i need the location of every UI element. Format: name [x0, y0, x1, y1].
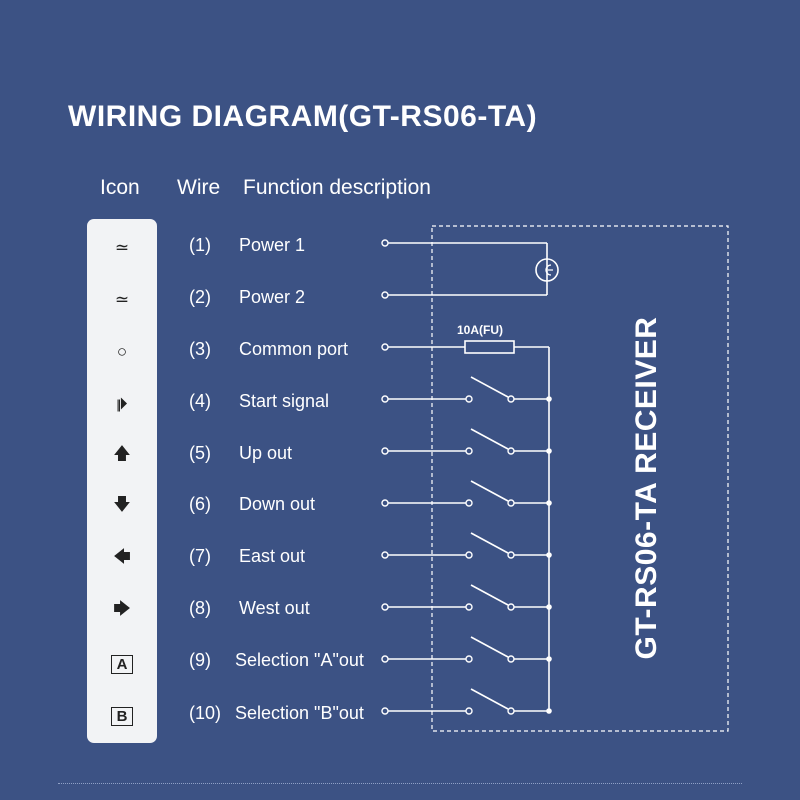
- page-title: WIRING DIAGRAM(GT-RS06-TA): [68, 100, 538, 133]
- right-arrow-icon: 🡆: [113, 598, 131, 618]
- circle-icon: ○: [116, 342, 128, 361]
- switch-contact: [465, 395, 473, 403]
- function-label: East out: [239, 546, 306, 566]
- function-label: Selection "B"out: [235, 703, 364, 723]
- switch-contact: [465, 499, 473, 507]
- power-source-symbol: [535, 258, 559, 282]
- receiver-label: GT-RS06-TA RECEIVER: [630, 316, 663, 660]
- switch-contact: [465, 603, 473, 611]
- down-arrow-icon: 🡇: [113, 494, 131, 514]
- function-label: Down out: [239, 494, 316, 514]
- switch-blade: [470, 376, 509, 398]
- wire-number: (1): [189, 235, 211, 255]
- input-terminal: [381, 603, 389, 611]
- input-terminal: [381, 551, 389, 559]
- power-source-glyph: [545, 264, 553, 276]
- wire-number: (9): [189, 650, 211, 670]
- up-arrow-icon: 🡅: [113, 443, 131, 463]
- switch-contact: [465, 655, 473, 663]
- switch-blade: [470, 480, 509, 502]
- switch-blade: [470, 532, 509, 554]
- start-icon: || ⏵: [116, 394, 128, 413]
- icon-panel: ≃ ≃ ○ || ⏵ 🡅 🡇 🡄 🡆 A B: [87, 219, 157, 743]
- bus-junction: [546, 396, 552, 402]
- column-header-function: Function description: [243, 176, 431, 199]
- switch-contact: [507, 551, 515, 559]
- wire-number: (10): [189, 703, 222, 723]
- switch-contact: [507, 499, 515, 507]
- input-terminal: [381, 499, 389, 507]
- switch-contact: [507, 395, 515, 403]
- input-terminal: [381, 655, 389, 663]
- input-terminal: [381, 343, 389, 351]
- function-label: Start signal: [239, 391, 330, 411]
- switch-blade: [470, 688, 509, 710]
- switch-contact: [465, 447, 473, 455]
- input-terminal: [381, 291, 389, 299]
- wire-number: (6): [189, 494, 211, 514]
- function-label: Common port: [239, 339, 349, 359]
- wire-number: (4): [189, 391, 211, 411]
- wire-number: (5): [189, 443, 211, 463]
- switch-contact: [465, 551, 473, 559]
- function-label: Power 2: [239, 287, 306, 307]
- switch-contact: [465, 707, 473, 715]
- switch-contact: [507, 603, 515, 611]
- column-header-icon: Icon: [100, 176, 140, 199]
- wire-number: (8): [189, 598, 211, 618]
- function-label: Power 1: [239, 235, 306, 255]
- fuse-symbol: [464, 340, 515, 354]
- bus-junction: [546, 708, 552, 714]
- power-1-icon: ≃: [114, 238, 130, 257]
- column-header-wire: Wire: [177, 176, 221, 199]
- receiver-box: [431, 225, 729, 732]
- input-terminal: [381, 447, 389, 455]
- switch-blade: [470, 636, 509, 658]
- bus-junction: [546, 500, 552, 506]
- input-terminal: [381, 239, 389, 247]
- bus-junction: [546, 656, 552, 662]
- bus-junction: [546, 552, 552, 558]
- switch-contact: [507, 655, 515, 663]
- bus-junction: [546, 604, 552, 610]
- bus-junction: [546, 448, 552, 454]
- function-label: West out: [239, 598, 310, 618]
- function-label: Up out: [239, 443, 293, 463]
- switch-blade: [470, 584, 509, 606]
- a-box-icon: A: [87, 649, 157, 679]
- wire-number: (3): [189, 339, 211, 359]
- b-box-icon: B: [87, 701, 157, 731]
- left-arrow-icon: 🡄: [113, 546, 131, 566]
- wire-number: (7): [189, 546, 211, 566]
- function-label: Selection "A"out: [235, 650, 364, 670]
- fuse-label: 10A(FU): [457, 323, 503, 337]
- input-terminal: [381, 707, 389, 715]
- power-2-icon: ≃: [114, 290, 130, 309]
- bottom-divider: [58, 783, 742, 784]
- switch-contact: [507, 707, 515, 715]
- switch-blade: [470, 428, 509, 450]
- wire-number: (2): [189, 287, 211, 307]
- switch-contact: [507, 447, 515, 455]
- input-terminal: [381, 395, 389, 403]
